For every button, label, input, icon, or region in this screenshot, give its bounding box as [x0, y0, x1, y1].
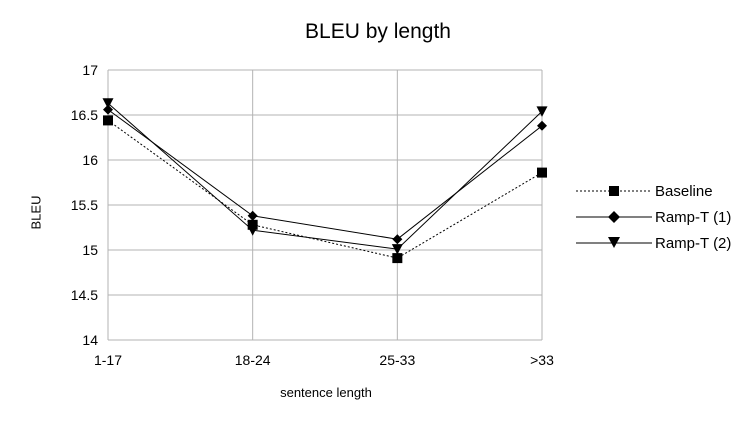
legend-label-ramp-t-2: Ramp-T (2): [655, 234, 732, 252]
y-tick-label: 16: [82, 152, 98, 168]
series-line-1: [107, 109, 543, 240]
y-tick-label: 17: [82, 62, 98, 78]
legend-swatch-ramp-t-1: [576, 211, 652, 223]
data-point: [536, 106, 548, 117]
x-axis-label: sentence length: [280, 385, 372, 400]
x-tick-label: 18-24: [235, 352, 271, 368]
series-line-0: [107, 119, 543, 259]
x-tick-label: >33: [530, 352, 554, 368]
data-point: [537, 167, 547, 178]
y-tick-label: 16.5: [71, 107, 98, 123]
y-axis-label: BLEU: [28, 195, 44, 230]
x-tick-label: 25-33: [379, 352, 415, 368]
legend-label-baseline: Baseline: [655, 182, 713, 200]
legend-item-ramp-t-1: Ramp-T (1): [576, 204, 731, 230]
y-tick-label: 15: [82, 242, 98, 258]
y-tick-label: 15.5: [71, 197, 98, 213]
y-tick-label: 14: [82, 332, 98, 348]
data-point: [247, 219, 258, 230]
legend: Baseline Ramp-T (1) Ramp-T (2): [576, 178, 731, 256]
data-point: [247, 225, 259, 236]
y-tick-label: 14.5: [71, 287, 98, 303]
legend-swatch-ramp-t-2: [576, 237, 652, 248]
legend-item-ramp-t-2: Ramp-T (2): [576, 230, 731, 256]
data-point: [391, 244, 403, 255]
legend-item-baseline: Baseline: [576, 178, 731, 204]
data-point: [537, 120, 547, 131]
data-point: [247, 210, 258, 221]
x-tick-label: 1-17: [94, 352, 122, 368]
legend-label-ramp-t-1: Ramp-T (1): [655, 208, 732, 226]
chart-title: BLEU by length: [305, 20, 451, 43]
data-point: [102, 98, 114, 109]
legend-swatch-baseline: [576, 186, 652, 196]
series-line-2: [107, 102, 543, 250]
data-point: [103, 104, 113, 115]
data-point: [103, 115, 113, 126]
data-point: [392, 234, 403, 245]
data-point: [392, 253, 403, 264]
